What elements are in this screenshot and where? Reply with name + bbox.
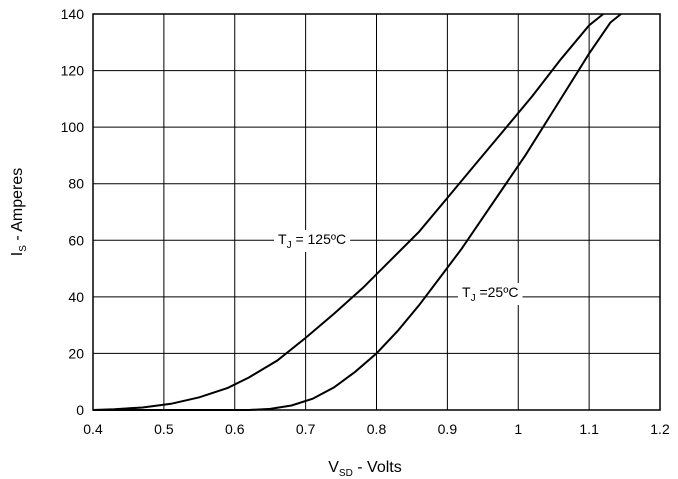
x-tick-label: 0.7 <box>296 421 316 437</box>
series-label-125c: TJ = 125ºC <box>278 231 346 251</box>
series-line-125c <box>92 13 604 411</box>
y-tick-label: 20 <box>68 345 84 361</box>
grid <box>92 13 661 411</box>
label-background <box>458 283 523 305</box>
x-axis-title: VSD - Volts <box>328 459 401 479</box>
y-tick-label: 100 <box>61 119 85 135</box>
y-tick-label: 80 <box>68 176 84 192</box>
y-tick-label: 120 <box>61 63 85 79</box>
x-tick-label: 0.9 <box>438 421 458 437</box>
plot-area <box>92 13 661 411</box>
series-group <box>92 13 622 411</box>
x-tick-label: 0.4 <box>83 421 103 437</box>
series-line-25c <box>93 13 622 411</box>
y-axis-title: IS - Amperes <box>9 168 29 256</box>
y-tick-label: 140 <box>61 6 85 22</box>
x-tick-label: 1.2 <box>650 421 670 437</box>
x-tick-label: 0.5 <box>154 421 174 437</box>
tick-labels: 0.4 0.5 0.6 0.7 0.8 0.9 1 1.1 1.2 0 20 40 60 80 100 120… <box>61 6 670 437</box>
x-tick-label: 0.6 <box>225 421 245 437</box>
y-tick-label: 0 <box>76 402 84 418</box>
y-tick-label: 40 <box>68 289 84 305</box>
x-tick-label: 1 <box>514 421 522 437</box>
y-tick-label: 60 <box>68 232 84 248</box>
series-label-25c: TJ =25ºC <box>462 284 518 304</box>
x-tick-label: 0.8 <box>367 421 387 437</box>
x-tick-label: 1.1 <box>579 421 599 437</box>
label-background <box>274 230 351 252</box>
